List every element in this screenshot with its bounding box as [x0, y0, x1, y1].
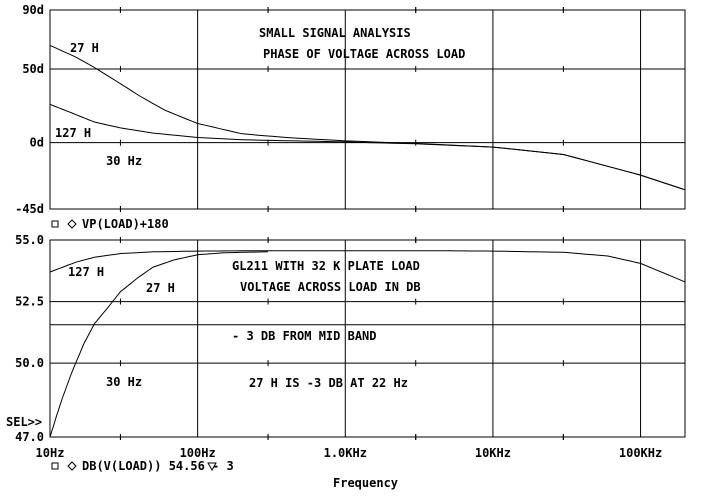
legend-diamond-marker [67, 219, 77, 229]
legend-triangle-marker [207, 462, 217, 472]
sel-marker: SEL>> [6, 415, 42, 429]
db-annotation-3db: - 3 DB FROM MID BAND [232, 329, 377, 343]
legend-square-marker [51, 220, 59, 228]
phase-chart: 90d 50d 0d -45d SMALL SIGNAL ANALYSIS PHASE… [15, 3, 686, 231]
y-tick-label: 50.0 [15, 356, 44, 370]
series-line [49, 251, 269, 438]
phase-title: SMALL SIGNAL ANALYSIS [259, 26, 411, 40]
db-x-ticks: 10Hz 100Hz 1.0KHz 10KHz 100KHz [36, 446, 663, 460]
phase-annotation-27h: 27 H [70, 41, 99, 55]
x-tick-label: 100Hz [180, 446, 216, 460]
legend-diamond-marker [67, 461, 77, 471]
db-legend-label: DB(V(LOAD)) 54.56 - 3 [82, 459, 234, 473]
y-tick-label: -45d [15, 202, 44, 216]
db-chart: 55.0 52.5 50.0 47.0 10Hz 100Hz 1.0KHz 10KHz 100… [6, 233, 686, 490]
phase-curves [49, 44, 686, 191]
x-tick-label: 100KHz [619, 446, 662, 460]
y-tick-label: 55.0 [15, 233, 44, 247]
db-subtitle: VOLTAGE ACROSS LOAD IN DB [240, 280, 421, 294]
series-line [49, 44, 686, 191]
series-line [49, 250, 686, 283]
y-tick-label: 50d [22, 62, 44, 76]
y-tick-label: 52.5 [15, 295, 44, 309]
y-tick-label: 90d [22, 3, 44, 17]
phase-legend-label: VP(LOAD)+180 [82, 217, 169, 231]
db-plot-frame [49, 239, 686, 438]
db-annotation-127h: 127 H [68, 265, 104, 279]
phase-plot-frame [49, 9, 686, 210]
db-grid [50, 237, 685, 440]
phase-grid [50, 7, 685, 212]
x-axis-label: Frequency [333, 476, 398, 490]
db-curves [49, 250, 686, 438]
series-line [49, 103, 686, 191]
x-tick-label: 1.0KHz [324, 446, 367, 460]
phase-subtitle: PHASE OF VOLTAGE ACROSS LOAD [263, 47, 465, 61]
y-tick-label: 0d [30, 136, 44, 150]
phase-annotation-127h: 127 H [55, 126, 91, 140]
phase-y-ticks: 90d 50d 0d -45d [15, 3, 44, 216]
db-title: GL211 WITH 32 K PLATE LOAD [232, 259, 420, 273]
phase-annotation-30hz: 30 Hz [106, 154, 142, 168]
db-y-ticks: 55.0 52.5 50.0 47.0 [15, 233, 44, 444]
phase-legend: VP(LOAD)+180 [51, 217, 169, 231]
db-annotation-22hz: 27 H IS -3 DB AT 22 Hz [249, 376, 408, 390]
db-annotation-27h: 27 H [146, 281, 175, 295]
y-tick-label: 47.0 [15, 430, 44, 444]
x-tick-label: 10Hz [36, 446, 65, 460]
db-legend: DB(V(LOAD)) 54.56 - 3 [51, 459, 234, 473]
x-tick-label: 10KHz [475, 446, 511, 460]
legend-square-marker [51, 462, 59, 470]
db-annotation-30hz: 30 Hz [106, 375, 142, 389]
